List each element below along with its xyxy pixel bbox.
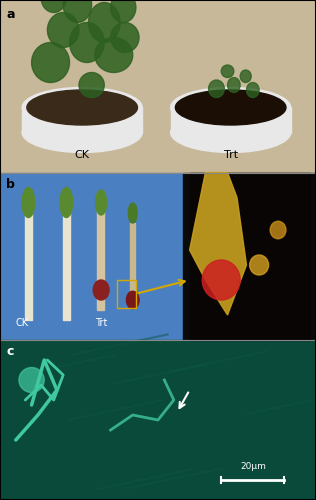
Ellipse shape [63, 0, 92, 22]
Ellipse shape [111, 0, 136, 22]
Ellipse shape [27, 90, 137, 125]
Text: c: c [6, 345, 14, 358]
Ellipse shape [240, 70, 251, 82]
Bar [117, 280, 136, 307]
Ellipse shape [22, 112, 142, 152]
Ellipse shape [19, 368, 44, 392]
Bar [130, 223, 135, 290]
Text: a: a [6, 8, 15, 20]
Ellipse shape [22, 188, 35, 218]
Ellipse shape [221, 65, 234, 78]
Ellipse shape [70, 22, 104, 62]
Bar [0, 340, 316, 500]
Bar [0, 0, 316, 172]
Text: 20μm: 20μm [240, 462, 266, 471]
Text: b: b [6, 178, 15, 190]
Bar [22, 108, 142, 132]
Ellipse shape [41, 0, 66, 12]
Ellipse shape [270, 221, 286, 239]
Ellipse shape [202, 260, 240, 300]
Ellipse shape [128, 203, 137, 223]
Ellipse shape [250, 255, 269, 275]
Ellipse shape [228, 78, 240, 92]
Ellipse shape [209, 80, 224, 98]
Ellipse shape [171, 112, 291, 152]
Ellipse shape [111, 22, 139, 52]
Ellipse shape [32, 42, 70, 82]
Bar [0, 172, 183, 340]
Bar [63, 192, 70, 320]
Bar [183, 172, 316, 340]
Ellipse shape [60, 188, 73, 218]
Text: Trt: Trt [224, 150, 238, 160]
Bar [97, 192, 104, 310]
Ellipse shape [22, 88, 142, 128]
Bar [25, 192, 32, 320]
Ellipse shape [175, 90, 286, 125]
Ellipse shape [95, 190, 107, 215]
Ellipse shape [126, 291, 139, 308]
Ellipse shape [88, 2, 120, 42]
Bar [171, 108, 291, 132]
Text: CK: CK [16, 318, 29, 328]
Ellipse shape [95, 38, 133, 72]
Ellipse shape [246, 82, 259, 98]
Text: Trt: Trt [95, 318, 107, 328]
Ellipse shape [171, 88, 291, 128]
Ellipse shape [79, 72, 104, 98]
Ellipse shape [93, 280, 109, 300]
Text: CK: CK [75, 150, 90, 160]
Ellipse shape [47, 12, 79, 48]
Polygon shape [190, 172, 246, 315]
Bar [190, 172, 310, 340]
